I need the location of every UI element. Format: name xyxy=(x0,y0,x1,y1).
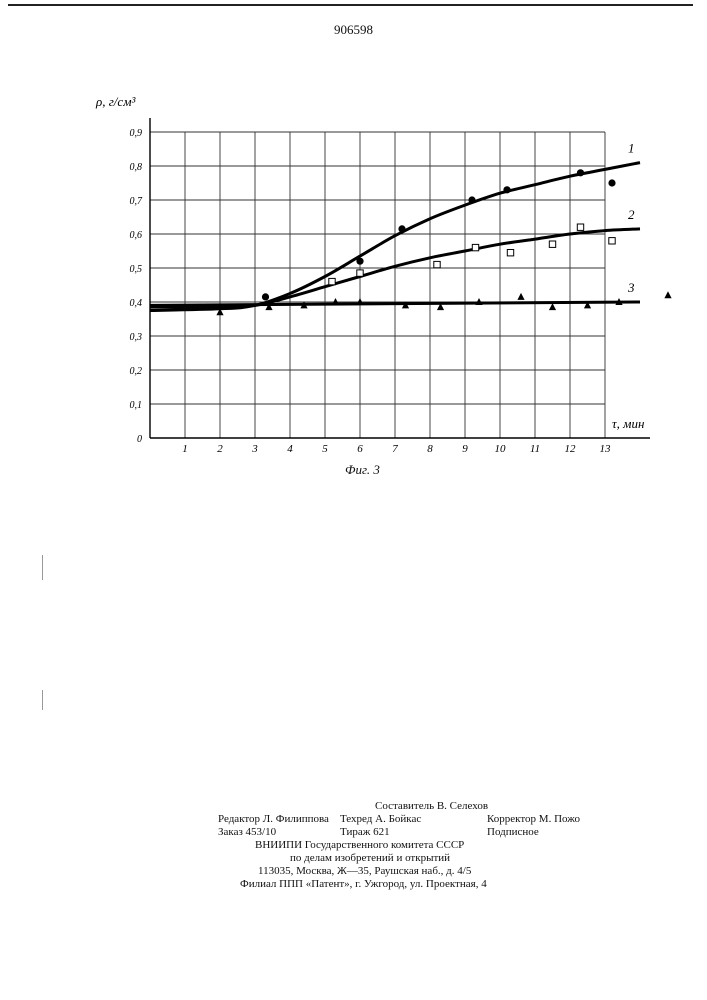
y-tick-label: 0,4 xyxy=(130,298,143,309)
x-tick-label: 13 xyxy=(600,443,612,455)
x-tick-label: 3 xyxy=(251,443,258,455)
y-tick-label: 0,6 xyxy=(130,230,143,241)
series-2-point xyxy=(329,278,335,284)
y-tick-label: 0,1 xyxy=(130,400,143,411)
series-3-point xyxy=(517,293,524,300)
margin-mark xyxy=(42,690,43,710)
x-tick-label: 10 xyxy=(495,443,507,455)
branch-line: Филиал ППП «Патент», г. Ужгород, ул. Про… xyxy=(240,878,487,891)
imprint-block: Составитель В. Селехов Редактор Л. Филип… xyxy=(0,800,707,891)
series-2-point xyxy=(434,261,440,267)
series-1-point xyxy=(577,169,584,176)
series-3-point xyxy=(332,298,339,305)
y-tick-label: 0,7 xyxy=(130,196,144,207)
order-line: Заказ 453/10 xyxy=(218,826,276,839)
y-tick-label: 0,2 xyxy=(130,366,143,377)
y-tick-label: 0,5 xyxy=(130,264,143,275)
series-3-point xyxy=(356,298,363,305)
series-2-label: 2 xyxy=(628,207,635,222)
series-2-point xyxy=(609,238,615,244)
series-1-point xyxy=(468,196,475,203)
figure-caption: Фиг. 3 xyxy=(345,462,380,478)
x-tick-label: 11 xyxy=(530,443,540,455)
series-3-point xyxy=(475,298,482,305)
series-3-curve xyxy=(150,302,640,305)
y-tick-label: 0,8 xyxy=(130,162,143,173)
series-2-point xyxy=(577,224,583,230)
series-3-point xyxy=(549,303,556,310)
series-1-point xyxy=(608,179,615,186)
y-axis-label: ρ, г/см³ xyxy=(95,94,136,109)
org-line-1: ВНИИПИ Государственного комитета СССР xyxy=(255,839,464,852)
x-tick-label: 9 xyxy=(462,443,468,455)
series-3-point xyxy=(664,291,671,298)
address-line: 113035, Москва, Ж—35, Раушская наб., д. … xyxy=(258,865,471,878)
series-1-point xyxy=(503,186,510,193)
series-2-point xyxy=(472,244,478,250)
x-tick-label: 8 xyxy=(427,443,433,455)
x-axis-label: τ, мин xyxy=(612,416,644,431)
x-tick-label: 7 xyxy=(392,443,398,455)
x-tick-label: 5 xyxy=(322,443,328,455)
x-tick-label: 4 xyxy=(287,443,293,455)
x-tick-label: 6 xyxy=(357,443,363,455)
techred-line: Техред А. Бойкас xyxy=(340,813,421,826)
subscription-line: Подписное xyxy=(487,826,539,839)
editor-line: Редактор Л. Филиппова xyxy=(218,813,329,826)
x-tick-label: 1 xyxy=(182,443,188,455)
x-tick-label: 12 xyxy=(565,443,577,455)
org-line-2: по делам изобретений и открытий xyxy=(290,852,450,865)
corrector-line: Корректор М. Пожо xyxy=(487,813,580,826)
y-tick-label: 0 xyxy=(137,434,142,445)
series-2-point xyxy=(357,270,363,276)
margin-mark xyxy=(42,555,43,580)
y-tick-label: 0,3 xyxy=(130,332,143,343)
density-chart: 1234567891011121300,10,20,30,40,50,60,70… xyxy=(0,0,707,520)
x-tick-label: 2 xyxy=(217,443,223,455)
series-2-point xyxy=(507,250,513,256)
series-1-point xyxy=(262,293,269,300)
series-1-point xyxy=(398,225,405,232)
series-3-label: 3 xyxy=(627,280,635,295)
series-1-label: 1 xyxy=(628,141,635,156)
y-tick-label: 0,9 xyxy=(130,128,143,139)
circulation-line: Тираж 621 xyxy=(340,826,390,839)
series-2-point xyxy=(549,241,555,247)
compiler-line: Составитель В. Селехов xyxy=(375,800,488,813)
series-1-point xyxy=(356,258,363,265)
